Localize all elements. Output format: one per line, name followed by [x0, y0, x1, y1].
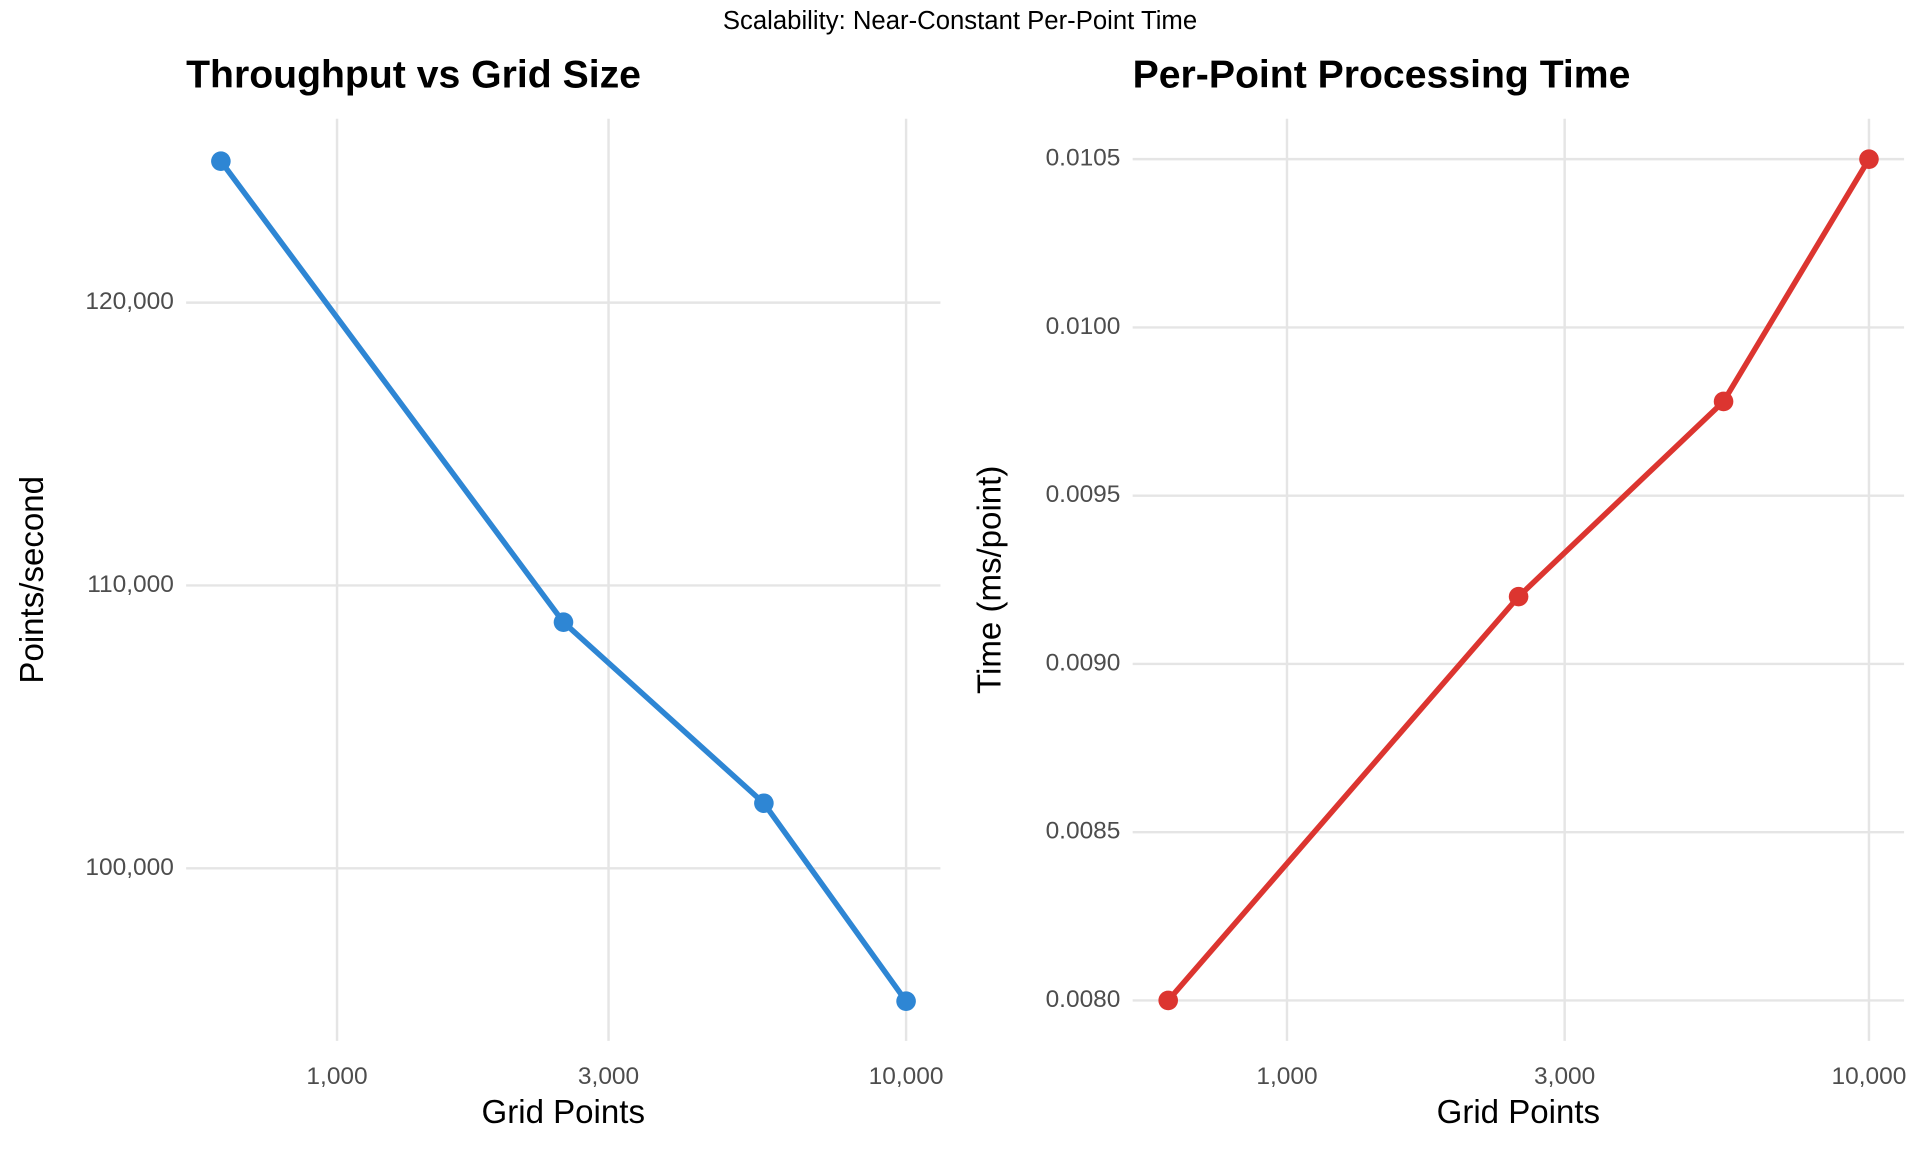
x-axis-title: Grid Points — [1437, 1094, 1600, 1131]
x-tick-label: 10,000 — [869, 1063, 944, 1090]
point — [896, 991, 916, 1012]
y-tick-label: 0.0085 — [1046, 818, 1121, 845]
x-tick-label: 3,000 — [578, 1063, 639, 1090]
y-tick-label: 0.0095 — [1046, 481, 1121, 508]
panel-title: Per-Point Processing Time — [1133, 53, 1631, 96]
point — [1859, 149, 1879, 169]
point — [553, 612, 574, 633]
y-axis-title: Points/second — [14, 476, 51, 684]
y-tick-label: 120,000 — [85, 288, 173, 315]
x-tick-label: 1,000 — [306, 1063, 367, 1090]
point — [1508, 586, 1529, 607]
x-tick-label: 10,000 — [1832, 1063, 1907, 1090]
x-tick-label: 3,000 — [1534, 1063, 1595, 1090]
point — [1158, 990, 1178, 1011]
point — [754, 793, 774, 814]
x-axis-title: Grid Points — [482, 1094, 645, 1131]
y-tick-label: 110,000 — [87, 571, 174, 598]
panel-title: Throughput vs Grid Size — [186, 53, 641, 96]
y-axis-title: Time (ms/point) — [972, 466, 1009, 694]
x-tick-label: 1,000 — [1256, 1063, 1317, 1090]
y-tick-label: 0.0090 — [1046, 649, 1121, 676]
line — [218, 159, 909, 1003]
y-tick-label: 0.0100 — [1046, 313, 1121, 340]
y-tick-label: 0.0105 — [1046, 145, 1121, 172]
suptitle: Scalability: Near-Constant Per-Point Tim… — [723, 7, 1197, 35]
line — [1166, 157, 1872, 1003]
y-tick-label: 0.0080 — [1046, 986, 1121, 1013]
point — [1713, 391, 1734, 412]
y-tick-label: 100,000 — [85, 854, 173, 881]
point — [211, 151, 231, 171]
